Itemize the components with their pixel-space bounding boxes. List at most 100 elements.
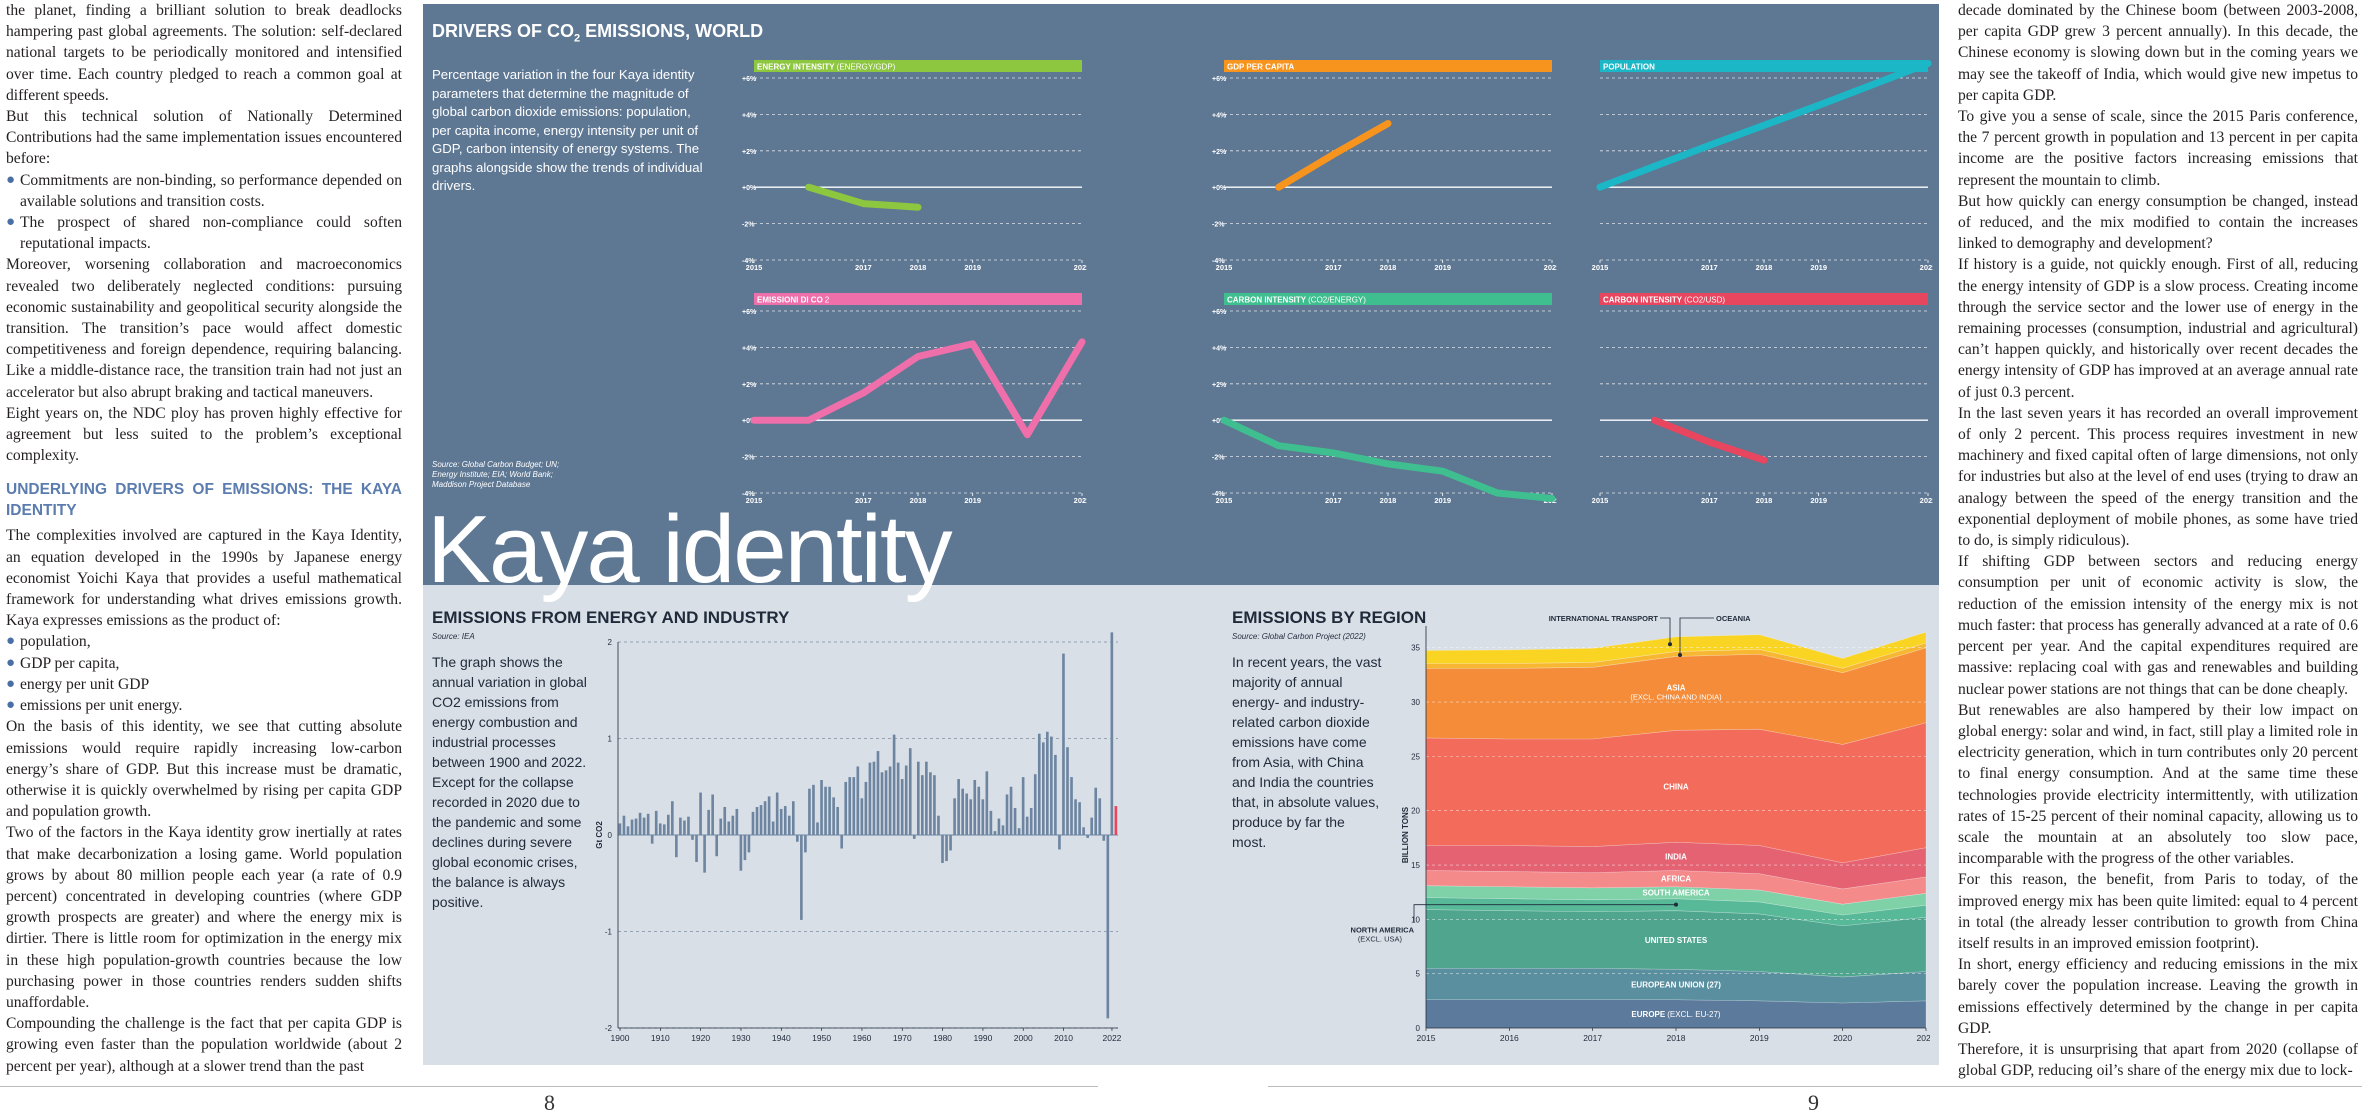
bar	[828, 786, 831, 835]
bar	[723, 807, 727, 835]
bar	[751, 811, 755, 835]
bar	[763, 801, 767, 835]
bullet-icon: ●	[6, 675, 16, 692]
bar	[715, 835, 719, 857]
bar	[981, 799, 985, 835]
area-band	[1425, 722, 1927, 864]
x-tick-label: 2017	[1583, 1033, 1602, 1043]
area-label: INDIA	[1665, 852, 1687, 861]
energy-industry-description: The graph shows the annual variation in …	[432, 654, 587, 910]
series-line	[1651, 416, 1768, 464]
y-tick-label: +0%	[1212, 185, 1227, 192]
bar	[735, 808, 739, 835]
y-tick-label: 0	[1416, 1024, 1421, 1033]
callout-line	[1413, 904, 1676, 923]
y-tick-label: +0%	[742, 185, 757, 192]
bar	[683, 820, 686, 835]
bar	[1021, 777, 1025, 835]
x-tick-label: 2021	[1917, 1033, 1930, 1043]
region-source: Source: Global Carbon Project (2022)	[1232, 632, 1366, 641]
mini-chart-svg: CARBON INTENSITY (CO2/USD) 2015 2017 2018 201…	[1592, 293, 1933, 503]
x-tick-label: 2017	[1701, 496, 1718, 503]
bar	[1066, 747, 1069, 835]
chart-header-label: POPULATION	[1603, 63, 1655, 72]
y-tick-label: +6%	[742, 76, 757, 83]
bar	[759, 805, 763, 835]
area-label: CHINA	[1663, 782, 1689, 791]
y-tick-label: +2%	[1212, 382, 1227, 389]
bar	[973, 779, 977, 835]
y-tick-label: -4%	[742, 258, 755, 265]
y-tick-label: 25	[1411, 752, 1420, 761]
bar	[658, 823, 662, 835]
bar	[1041, 742, 1045, 835]
chart-header-bar	[1224, 293, 1552, 305]
paragraph: In short, energy efficiency and reducing…	[1958, 956, 2358, 1037]
bar	[699, 792, 702, 835]
bar	[691, 835, 694, 840]
x-tick-label: 2020	[1833, 1033, 1852, 1043]
y-tick-label: 35	[1411, 644, 1420, 653]
bar	[880, 772, 884, 835]
bar-chart-svg: 2 1 0 -1 -2 Gt CO2 1900 1910 1920 1930 1940 1950 196…	[595, 632, 1122, 1043]
x-tick-label: 2019	[1810, 263, 1827, 270]
bar	[727, 821, 731, 835]
chart-header-sub: (CO2/ENERGY)	[1308, 296, 1366, 305]
y-tick-label: -2%	[1212, 222, 1225, 229]
bar	[1110, 632, 1114, 835]
bar	[1098, 798, 1102, 835]
bullet-list: ● Commitments are non-binding, so perform…	[6, 170, 402, 255]
y-tick-label: +0%	[1212, 418, 1227, 425]
paragraph: But this technical solution of Nationall…	[6, 108, 402, 168]
bar	[719, 818, 723, 835]
paragraph: Therefore, it is unsurprising that apart…	[1958, 1040, 2358, 1080]
bar	[912, 835, 916, 839]
area-band	[1425, 909, 1927, 978]
bar	[638, 812, 642, 835]
bar	[671, 801, 674, 835]
paragraph: For this reason, the benefit, from Paris…	[1958, 871, 2358, 952]
x-tick-label: 1980	[933, 1033, 952, 1043]
paragraph: In the last seven years it has recorded …	[1958, 404, 2358, 550]
x-tick-label: 2021	[1074, 263, 1087, 270]
bar	[852, 777, 856, 835]
chart-header-sub: (CO2/USD)	[1684, 296, 1725, 305]
bar	[1017, 828, 1021, 835]
bar	[1106, 835, 1110, 1019]
panel-source: Source: Global Carbon Budget; UN; Energy…	[432, 460, 560, 489]
y-tick-label: -4%	[1212, 491, 1225, 498]
x-tick-label: 2015	[1592, 263, 1609, 270]
bullet-icon: ●	[6, 214, 16, 231]
x-tick-label: 1930	[732, 1033, 751, 1043]
y-tick-label: -2%	[1212, 455, 1225, 462]
area-label: UNITED STATES	[1645, 936, 1708, 945]
bar	[662, 824, 666, 835]
bar	[820, 779, 823, 835]
bar	[800, 835, 803, 920]
y-tick-label: +6%	[1212, 309, 1227, 316]
bar	[969, 799, 973, 835]
x-tick-label: 2017	[855, 496, 872, 503]
paragraph: Moreover, worsening collaboration and ma…	[6, 256, 402, 401]
bullet-icon: ●	[6, 697, 16, 714]
y-tick-label: -2	[605, 1024, 613, 1033]
area-label-note: (EXCL. EU-27)	[1667, 1010, 1721, 1019]
bar	[630, 819, 634, 835]
chart-header-sub: 2	[825, 296, 830, 305]
bar	[1046, 731, 1049, 835]
x-tick-label: 2021	[1074, 496, 1087, 503]
list-item: ● emissions per unit energy.	[6, 695, 402, 716]
bar	[997, 818, 1001, 835]
x-tick-label: 2010	[1054, 1033, 1073, 1043]
area-label-note: (EXCL. CHINA AND INDIA)	[1630, 692, 1722, 701]
bar	[957, 779, 960, 835]
x-tick-label: 2022	[1102, 1033, 1121, 1043]
chart-header-bar	[1600, 60, 1928, 72]
bar	[646, 813, 650, 835]
x-tick-label: 1960	[852, 1033, 871, 1043]
bar	[896, 762, 900, 835]
x-tick-label: 2015	[1216, 263, 1233, 270]
series-line	[1596, 60, 1932, 191]
bar	[687, 816, 690, 835]
bar	[1013, 807, 1017, 835]
